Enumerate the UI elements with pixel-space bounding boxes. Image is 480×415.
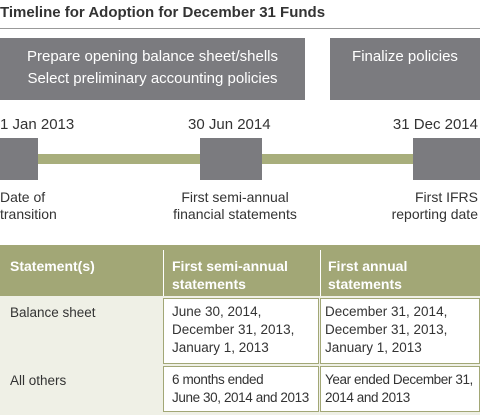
title: Timeline for Adoption for December 31 Fu… [0, 4, 326, 21]
phase-line: Select preliminary accounting policies [27, 70, 278, 87]
header-divider [320, 250, 321, 296]
cell-line: June 30, 2014 and 2013 [172, 390, 309, 405]
milestone-label: First IFRS reporting date [392, 189, 478, 223]
cell-line: June 30, 2014, [172, 304, 262, 319]
row-label: All others [10, 373, 67, 388]
row-label: Balance sheet [10, 305, 96, 320]
table-cell: December 31, 2014, December 31, 2013, Ja… [320, 298, 480, 364]
cell-line: Year ended December 31, [325, 372, 473, 387]
milestone-line: Date of [0, 189, 46, 205]
table-cell: Year ended December 31, 2014 and 2013 [320, 366, 480, 412]
cell-line: December 31, 2014, [325, 304, 448, 319]
milestone-line: financial statements [173, 206, 297, 222]
cell-line: December 31, 2013, [172, 322, 295, 337]
cell-line: 2014 and 2013 [325, 390, 410, 405]
date-label: 30 Jun 2014 [188, 116, 271, 133]
cell-line: January 1, 2013 [172, 340, 269, 355]
header-line: statements [172, 276, 246, 292]
cell-line: 6 months ended [172, 372, 264, 387]
phase-box: Prepare opening balance sheet/shells Sel… [0, 38, 305, 100]
header-cell: Statement(s) [10, 257, 95, 275]
milestone-marker [0, 138, 38, 180]
milestone-marker [413, 138, 480, 180]
header-line: First annual [328, 258, 408, 274]
table-cell: June 30, 2014, December 31, 2013, Januar… [163, 298, 319, 364]
cell-line: January 1, 2013 [325, 340, 422, 355]
date-label: 1 Jan 2013 [0, 116, 75, 133]
milestone-line: reporting date [391, 206, 478, 222]
phase-line: Finalize policies [352, 48, 458, 65]
milestone-line: transition [0, 206, 57, 222]
milestone-label: Date of transition [0, 189, 57, 223]
date-label: 31 Dec 2014 [392, 116, 478, 133]
header-cell: First semi-annual statements [172, 257, 288, 293]
header-divider [163, 250, 164, 296]
header-line: First semi-annual [172, 258, 288, 274]
milestone-line: First IFRS [415, 189, 478, 205]
phase-box: Finalize policies [330, 38, 480, 100]
cell-line: December 31, 2013, [325, 322, 448, 337]
header-line: Statement(s) [10, 258, 95, 274]
title-rule [0, 28, 480, 29]
header-cell: First annual statements [328, 257, 407, 293]
phase-line: Prepare opening balance sheet/shells [26, 48, 278, 65]
milestone-label: First semi-annual financial statements [160, 189, 310, 223]
milestone-line: First semi-annual [181, 189, 289, 205]
table-cell: 6 months ended June 30, 2014 and 2013 [163, 366, 319, 412]
milestone-marker [200, 138, 262, 180]
header-line: statements [328, 276, 402, 292]
